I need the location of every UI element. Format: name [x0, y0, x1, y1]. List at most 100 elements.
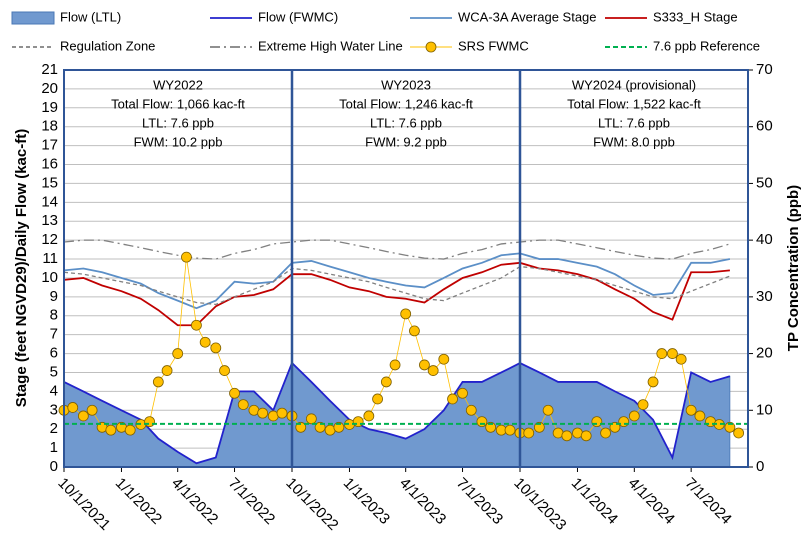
fwmc-point: [600, 427, 611, 439]
fwmc-point: [561, 430, 573, 442]
fwmc-point: [380, 376, 392, 388]
x-tick-label: 10/1/2021: [54, 475, 113, 534]
fwmc-point: [465, 404, 477, 416]
legend-label: Flow (FWMC): [258, 9, 338, 24]
annotation: FWM: 10.2 ppb: [134, 134, 223, 149]
fwmc-point: [144, 416, 155, 428]
fwmc-point: [504, 424, 516, 436]
fwmc-point: [694, 410, 706, 422]
fwmc-point: [628, 410, 640, 422]
legend-label: WCA-3A Average Stage: [458, 9, 597, 24]
fwmc-point: [191, 319, 202, 331]
legend-label: Flow (LTL): [60, 9, 121, 24]
fwmc-point: [199, 336, 211, 348]
fwmc-point: [733, 427, 745, 439]
fwmc-point: [618, 416, 630, 428]
fwmc-point: [172, 348, 184, 359]
y-tick-label: 12: [41, 231, 58, 248]
fwmc-point: [675, 353, 687, 365]
fwmc-point: [647, 376, 659, 388]
fwmc-point: [210, 342, 222, 354]
fwmc-point: [305, 413, 317, 425]
fwmc-point: [637, 399, 649, 411]
y2-tick-label: 50: [756, 174, 773, 191]
y-tick-label: 21: [41, 61, 58, 78]
annotation: LTL: 7.6 ppb: [370, 115, 442, 130]
y2-tick-label: 60: [756, 118, 773, 135]
y-tick-label: 4: [50, 382, 58, 399]
x-tick-label: 10/1/2022: [282, 475, 341, 534]
plot-frame: [63, 69, 749, 468]
series-line: [63, 252, 731, 310]
y2-axis-title: TP Concentration (ppb): [785, 185, 802, 351]
fwmc-point: [400, 308, 412, 320]
fwmc-point: [591, 416, 603, 428]
fwmc-point: [181, 251, 192, 263]
fwmc-point: [105, 424, 117, 436]
y-tick-label: 10: [41, 269, 58, 286]
fwmc-point: [447, 393, 458, 405]
legend-label: SRS FWMC: [458, 38, 529, 53]
y-tick-label: 20: [41, 80, 58, 97]
series-line: [63, 265, 731, 306]
x-tick-label: 10/1/2023: [510, 475, 569, 534]
annotation: LTL: 7.6 ppb: [142, 115, 214, 130]
y-tick-label: 6: [50, 345, 58, 362]
y-tick-label: 17: [41, 137, 58, 154]
y-tick-label: 13: [41, 212, 58, 229]
legend-label: S333_H Stage: [653, 9, 738, 24]
y-tick-label: 19: [41, 99, 58, 116]
legend-swatch: [11, 11, 55, 25]
annotation: WY2022: [153, 77, 203, 92]
y-tick-label: 2: [50, 420, 58, 437]
y-tick-label: 0: [50, 458, 58, 475]
y-tick-label: 16: [41, 155, 58, 172]
annotation: Total Flow: 1,246 kac-ft: [339, 96, 473, 111]
y2-tick-label: 20: [756, 345, 773, 362]
fwmc-point: [419, 359, 430, 371]
x-tick-label: 4/1/2023: [396, 475, 449, 528]
x-tick-label: 1/1/2022: [112, 475, 165, 528]
fwmc-point: [219, 365, 230, 376]
x-tick-label: 7/1/2022: [225, 475, 278, 528]
fwmc-point: [667, 348, 678, 359]
fwmc-point: [237, 399, 249, 411]
annotation: LTL: 7.6 ppb: [598, 115, 670, 130]
annotation: FWM: 9.2 ppb: [365, 134, 447, 149]
fwmc-point: [77, 410, 89, 422]
fwmc-point: [161, 365, 173, 376]
fwmc-point: [685, 404, 697, 416]
x-tick-label: 7/1/2023: [453, 475, 506, 528]
y-axis-title: Stage (feet NGVD29)/Daily Flow (kac-ft): [13, 129, 30, 407]
annotation: Total Flow: 1,066 kac-ft: [111, 96, 245, 111]
fwmc-point: [363, 410, 375, 422]
annotation: Total Flow: 1,522 kac-ft: [567, 96, 701, 111]
y-tick-label: 11: [42, 250, 58, 267]
y2-tick-label: 10: [756, 401, 773, 418]
fwmc-point: [438, 353, 450, 365]
x-tick-label: 1/1/2023: [340, 475, 393, 528]
y-tick-label: 3: [50, 401, 58, 418]
fwmc-point: [409, 325, 420, 337]
fwmc-point: [389, 359, 401, 371]
fwmc-point: [523, 427, 535, 439]
annotation: WY2023: [381, 77, 431, 92]
fwmc-point: [457, 387, 468, 399]
fwmc-point: [152, 376, 164, 388]
annotation: FWM: 8.0 ppb: [593, 134, 675, 149]
series-line: [63, 261, 730, 327]
x-tick-label: 7/1/2024: [682, 475, 735, 528]
x-tick-label: 4/1/2022: [168, 475, 221, 528]
fwmc-point: [124, 424, 136, 436]
legend-label: 7.6 ppb Reference: [653, 38, 760, 53]
fwmc-point: [229, 387, 240, 399]
fwmc-point: [427, 365, 439, 376]
y2-tick-label: 30: [756, 288, 773, 305]
y-tick-label: 15: [41, 174, 58, 191]
fwmc-point: [67, 402, 79, 413]
annotation: WY2024 (provisional): [572, 77, 696, 92]
legend-label: Extreme High Water Line: [258, 38, 403, 53]
series-line: [63, 361, 731, 465]
y2-tick-label: 40: [756, 231, 773, 248]
